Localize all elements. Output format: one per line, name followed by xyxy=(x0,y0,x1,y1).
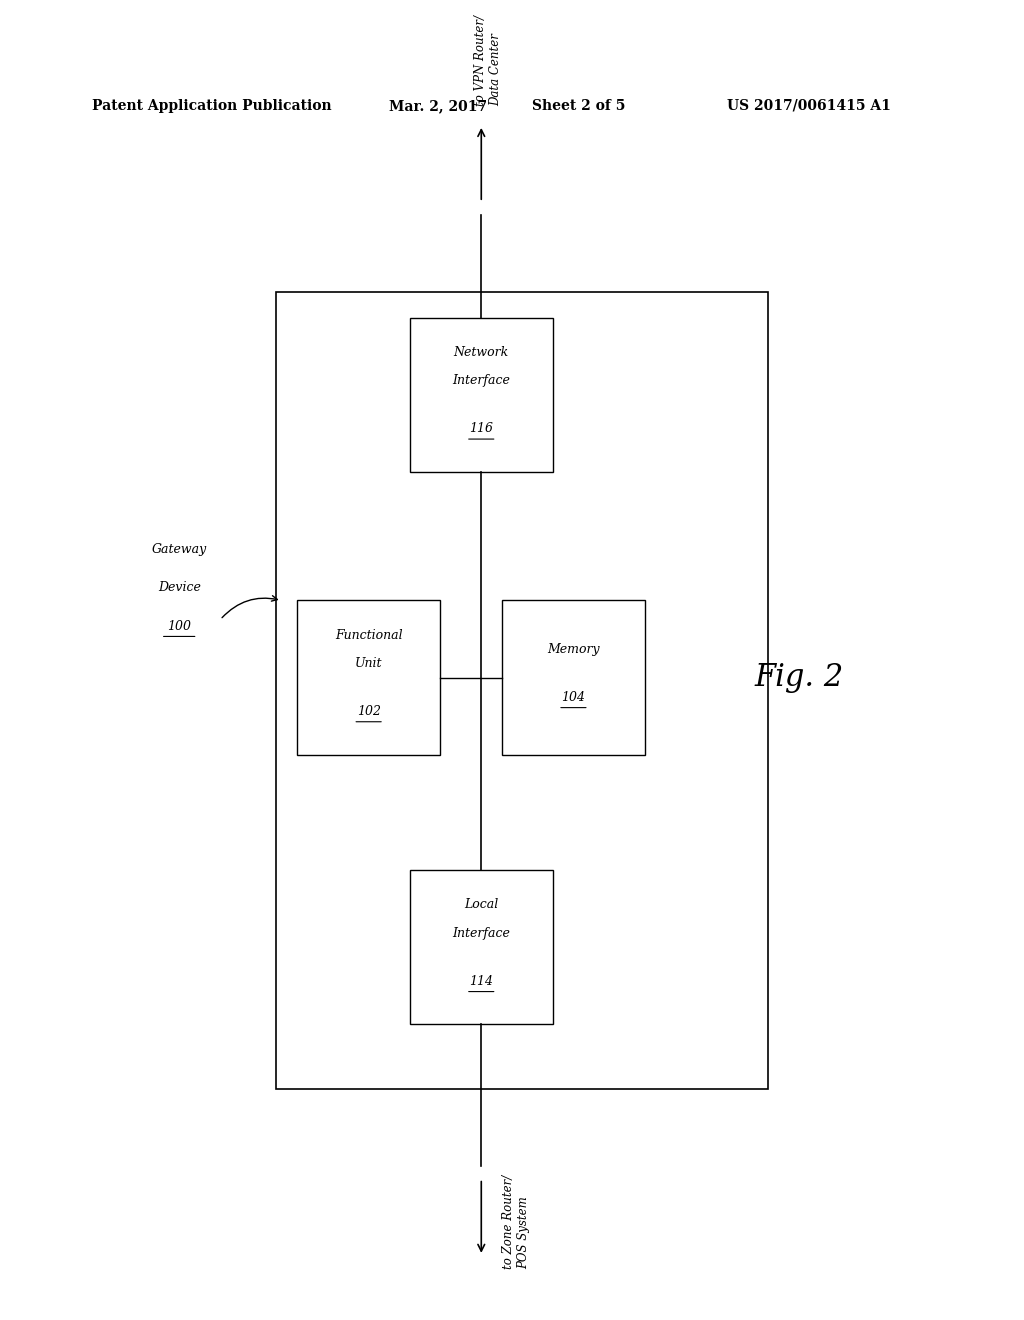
Text: Unit: Unit xyxy=(355,657,382,671)
FancyBboxPatch shape xyxy=(297,601,440,755)
Text: Memory: Memory xyxy=(547,643,600,656)
Text: Patent Application Publication: Patent Application Publication xyxy=(92,99,332,112)
Text: to VPN Router/
Data Center: to VPN Router/ Data Center xyxy=(474,15,502,106)
Text: Local: Local xyxy=(464,899,499,912)
Text: 100: 100 xyxy=(167,619,191,632)
Text: Interface: Interface xyxy=(453,375,510,387)
Text: US 2017/0061415 A1: US 2017/0061415 A1 xyxy=(727,99,891,112)
Text: Functional: Functional xyxy=(335,628,402,642)
Text: Device: Device xyxy=(158,581,201,594)
Text: Mar. 2, 2017: Mar. 2, 2017 xyxy=(389,99,487,112)
Text: Sheet 2 of 5: Sheet 2 of 5 xyxy=(532,99,626,112)
FancyBboxPatch shape xyxy=(410,318,553,473)
Text: Network: Network xyxy=(454,346,509,359)
Text: Fig. 2: Fig. 2 xyxy=(754,663,844,693)
FancyBboxPatch shape xyxy=(410,870,553,1024)
Text: 114: 114 xyxy=(469,974,494,987)
Text: to Zone Router/
POS System: to Zone Router/ POS System xyxy=(502,1175,529,1269)
Text: 102: 102 xyxy=(356,705,381,718)
Text: 104: 104 xyxy=(561,690,586,704)
Text: 116: 116 xyxy=(469,422,494,436)
Text: Interface: Interface xyxy=(453,927,510,940)
FancyBboxPatch shape xyxy=(276,292,768,1089)
FancyBboxPatch shape xyxy=(502,601,645,755)
Text: Gateway: Gateway xyxy=(152,543,207,556)
